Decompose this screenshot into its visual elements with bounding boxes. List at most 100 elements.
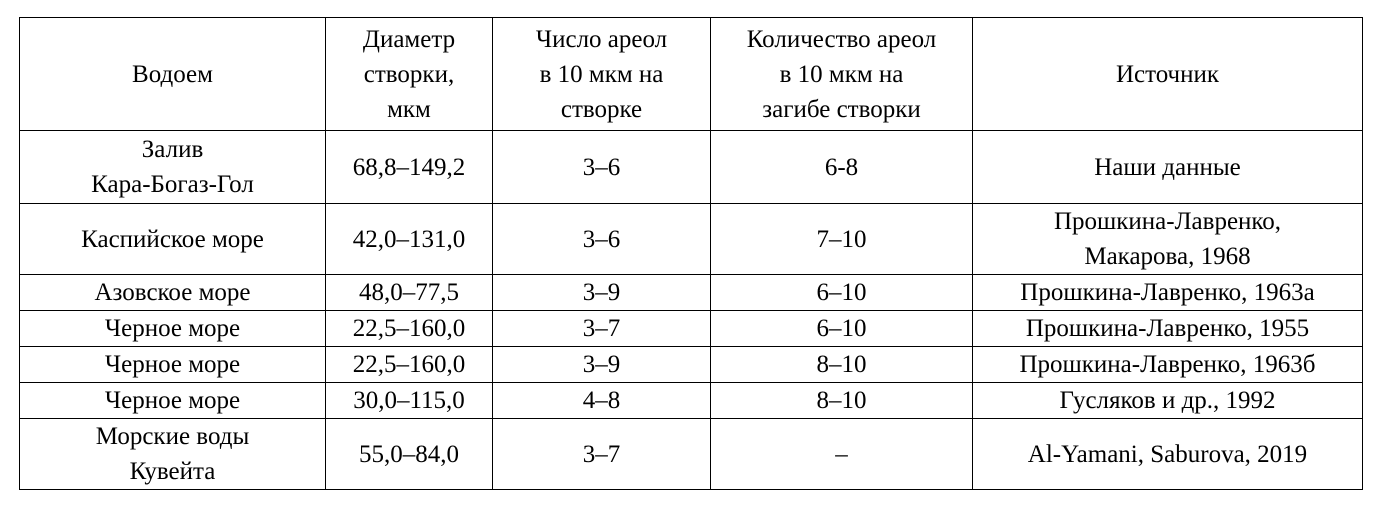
cell-text: створки,	[363, 60, 455, 88]
body-cell: Морские воды Кувейта	[19, 418, 326, 490]
body-cell: 8–10	[710, 346, 973, 383]
cell-text: Диаметр	[362, 25, 456, 53]
body-cell: Прошкина-Лавренко, 1963б	[972, 346, 1363, 383]
header-cell: Водоем	[19, 17, 326, 131]
table-body: Водоем Диаметр створки, мкм Число ареол в 10 …	[19, 17, 1363, 490]
cell-text: Черное море	[104, 387, 241, 414]
cell-text: Al-Yamani, Saburova, 2019	[1027, 440, 1308, 468]
body-cell: Гусляков и др., 1992	[972, 382, 1363, 419]
cell-text: Залив	[141, 136, 204, 163]
cell-text: Водоем	[132, 60, 213, 88]
body-row: Черное море 22,5–160,0 3–7 6–10 Прошкина-Лав…	[19, 310, 1363, 347]
body-cell: Al-Yamani, Saburova, 2019	[972, 418, 1363, 490]
cell-text: Морские воды	[95, 423, 250, 450]
cell-text: Макарова, 1968	[1084, 243, 1251, 270]
body-cell: Черное море	[19, 382, 326, 419]
body-cell: 68,8–149,2	[325, 130, 493, 204]
body-cell: 4–8	[492, 382, 711, 419]
body-cell: 3–6	[492, 203, 711, 275]
body-cell: 55,0–84,0	[325, 418, 493, 490]
cell-text: Гусляков и др., 1992	[1059, 387, 1276, 414]
body-cell: Наши данные	[972, 130, 1363, 204]
cell-text: Количество ареол	[746, 25, 937, 53]
cell-text: Прошкина-Лавренко,	[1053, 208, 1282, 235]
body-row: Черное море 30,0–115,0 4–8 8–10 Гусляков и д…	[19, 382, 1363, 419]
body-cell: 30,0–115,0	[325, 382, 493, 419]
cell-text: загибе створки	[762, 95, 921, 123]
header-row: Водоем Диаметр створки, мкм Число ареол в 10 …	[19, 17, 1363, 131]
cell-text: Каспийское море	[81, 225, 264, 253]
body-cell: 3–6	[492, 130, 711, 204]
cell-text: Черное море	[104, 351, 241, 378]
cell-text: 42,0–131,0	[352, 225, 466, 253]
cell-text: 8–10	[816, 387, 867, 414]
cell-text: 3–7	[582, 315, 621, 342]
cell-text: Кувейта	[129, 458, 216, 485]
body-row: Морские воды Кувейта 55,0–84,0 3–7 – Al-Yaman…	[19, 418, 1363, 490]
body-cell: 22,5–160,0	[325, 310, 493, 347]
header-cell: Число ареол в 10 мкм на створке	[492, 17, 711, 131]
data-table: Водоем Диаметр створки, мкм Число ареол в 10 …	[19, 17, 1363, 490]
cell-text: Черное море	[104, 315, 241, 342]
body-cell: Залив Кара-Богаз-Гол	[19, 130, 326, 204]
cell-text: 6–10	[816, 315, 867, 342]
cell-text: 48,0–77,5	[359, 279, 459, 306]
cell-text: 8–10	[816, 351, 867, 378]
body-row: Азовское море 48,0–77,5 3–9 6–10 Прошкина-Ла…	[19, 274, 1363, 311]
body-cell: 6–10	[710, 310, 973, 347]
cell-text: 55,0–84,0	[359, 440, 459, 468]
cell-text: 6-8	[824, 153, 859, 181]
body-cell: 42,0–131,0	[325, 203, 493, 275]
body-cell: Каспийское море	[19, 203, 326, 275]
cell-text: Источник	[1115, 60, 1220, 88]
cell-text: 22,5–160,0	[352, 315, 466, 342]
cell-text: 3–6	[582, 153, 621, 181]
body-row: Каспийское море 42,0–131,0 3–6 7–10 Прошкина…	[19, 203, 1363, 275]
cell-text: в 10 мкм на	[539, 60, 664, 88]
body-cell: Прошкина-Лавренко, 1963а	[972, 274, 1363, 311]
cell-text: 3–6	[582, 225, 621, 253]
cell-text: 3–9	[582, 351, 621, 378]
cell-text: 22,5–160,0	[352, 351, 466, 378]
cell-text: 7–10	[816, 225, 867, 253]
cell-text: мкм	[387, 95, 431, 123]
cell-text: 30,0–115,0	[353, 387, 465, 414]
body-cell: 7–10	[710, 203, 973, 275]
cell-text: –	[835, 440, 848, 468]
body-cell: 3–9	[492, 346, 711, 383]
body-cell: Черное море	[19, 310, 326, 347]
body-row: Залив Кара-Богаз-Гол 68,8–149,2 3–6 6-8 Наши …	[19, 130, 1363, 204]
cell-text: 3–9	[582, 279, 621, 306]
cell-text: Число ареол	[535, 25, 668, 53]
cell-text: 4–8	[582, 387, 621, 414]
body-cell: Азовское море	[19, 274, 326, 311]
body-cell: 3–9	[492, 274, 711, 311]
header-cell: Источник	[972, 17, 1363, 131]
cell-text: Азовское море	[94, 279, 251, 306]
body-cell: –	[710, 418, 973, 490]
body-cell: 22,5–160,0	[325, 346, 493, 383]
cell-text: 68,8–149,2	[352, 153, 466, 181]
body-cell: 6–10	[710, 274, 973, 311]
cell-text: Наши данные	[1094, 153, 1241, 181]
body-cell: Прошкина-Лавренко, 1955	[972, 310, 1363, 347]
body-cell: 3–7	[492, 310, 711, 347]
body-cell: 48,0–77,5	[325, 274, 493, 311]
cell-text: 3–7	[582, 440, 621, 468]
cell-text: Кара-Богаз-Гол	[91, 171, 254, 198]
cell-text: в 10 мкм на	[779, 60, 904, 88]
body-row: Черное море 22,5–160,0 3–9 8–10 Прошкина-Лав…	[19, 346, 1363, 383]
body-cell: 6-8	[710, 130, 973, 204]
cell-text: Прошкина-Лавренко, 1963а	[1020, 279, 1315, 306]
body-cell: Прошкина-Лавренко, Макарова, 1968	[972, 203, 1363, 275]
cell-text: Прошкина-Лавренко, 1963б	[1019, 351, 1316, 378]
body-cell: 3–7	[492, 418, 711, 490]
cell-text: 6–10	[816, 279, 867, 306]
header-cell: Диаметр створки, мкм	[325, 17, 493, 131]
cell-text: Прошкина-Лавренко, 1955	[1025, 315, 1310, 342]
header-cell: Количество ареол в 10 мкм на загибе створк…	[710, 17, 973, 131]
body-cell: 8–10	[710, 382, 973, 419]
body-cell: Черное море	[19, 346, 326, 383]
cell-text: створке	[560, 95, 643, 123]
